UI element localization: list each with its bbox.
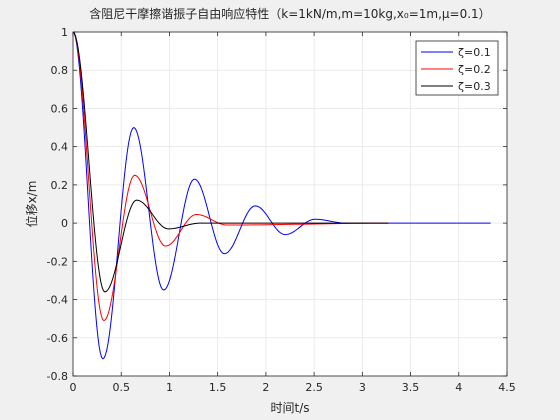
y-tick-label: 1 (61, 26, 68, 39)
y-tick-label: -0.2 (47, 255, 68, 268)
y-tick-label: -0.8 (47, 370, 68, 383)
axis-ticks: 0 0.5 1 1.5 2 2.5 3 3.5 4 4.5 -0.8 -0.6 -0.4 -0.2 0 0.2… (47, 26, 516, 394)
series-line-3 (72, 31, 389, 293)
x-tick-label: 2.5 (305, 381, 323, 394)
x-tick-label: 3.5 (402, 381, 420, 394)
legend-label-2: ζ=0.2 (458, 63, 491, 76)
x-tick-label: 0.5 (112, 381, 130, 394)
x-axis-label: 时间t/s (270, 401, 309, 415)
legend-label-1: ζ=0.1 (458, 46, 491, 59)
x-tick-label: 4.5 (498, 381, 516, 394)
y-tick-label: 0.6 (51, 102, 69, 115)
y-tick-label: -0.6 (47, 332, 68, 345)
x-tick-label: 4 (455, 381, 462, 394)
y-axis-label: 位移x/m (24, 181, 39, 228)
y-tick-label: -0.4 (47, 294, 68, 307)
axes-frame (72, 31, 508, 377)
y-tick-label: 0.8 (51, 64, 69, 77)
y-tick-label: 0.4 (51, 141, 69, 154)
chart-title: 含阻尼干摩擦谐振子自由响应特性（k=1kN/m,m=10kg,x₀=1m,μ=0… (89, 6, 490, 21)
x-tick-label: 0 (70, 381, 77, 394)
series-lines (72, 31, 491, 360)
x-tick-label: 1 (166, 381, 173, 394)
series-line-1 (72, 31, 491, 360)
legend: ζ=0.1 ζ=0.2 ζ=0.3 (415, 40, 499, 96)
y-tick-label: 0 (61, 217, 68, 230)
y-tick-label: 0.2 (51, 179, 69, 192)
series-line-2 (72, 31, 389, 322)
x-tick-label: 3 (359, 381, 366, 394)
x-tick-label: 1.5 (209, 381, 227, 394)
x-tick-label: 2 (262, 381, 269, 394)
legend-label-3: ζ=0.3 (458, 80, 491, 93)
